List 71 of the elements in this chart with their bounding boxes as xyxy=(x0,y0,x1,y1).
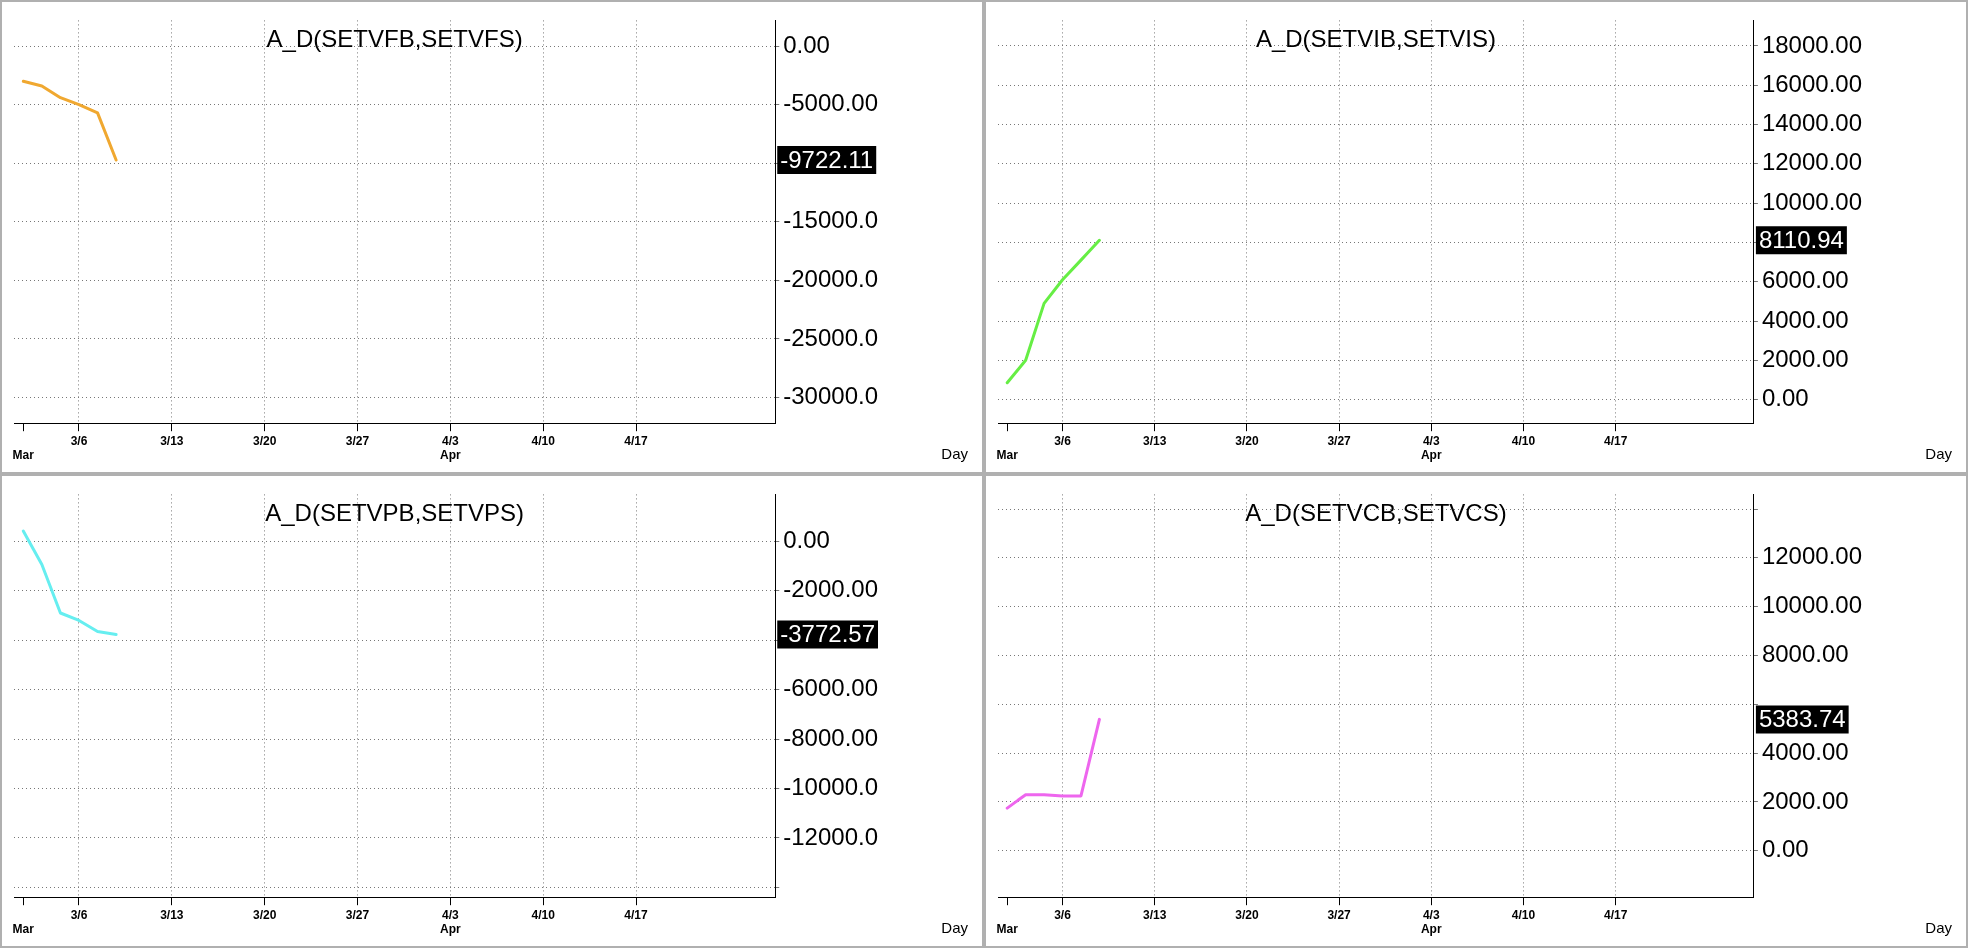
y-tick-label: 0.00 xyxy=(1761,835,1809,863)
x-tick-label: 3/6 xyxy=(1054,433,1072,448)
chart-title: A_D(SETVIB,SETVIS) xyxy=(1255,25,1496,53)
x-tick-label: 3/20 xyxy=(1235,907,1259,922)
text: -3772.57 xyxy=(780,620,875,648)
y-tick-label: 12000.00 xyxy=(1761,542,1863,570)
x-tick-label: 4/17 xyxy=(1603,907,1628,922)
y-tick-label: -8000.00 xyxy=(783,723,878,751)
x-tick-label: 4/10 xyxy=(531,907,556,922)
y-tick-label: 2000.00 xyxy=(1761,344,1849,372)
x-tick-label: Mar xyxy=(12,448,35,463)
text: 8110.94 xyxy=(1758,225,1844,253)
y-tick-label: -25000.0 xyxy=(783,323,878,351)
x-tick-label: 3/20 xyxy=(252,433,277,448)
y-tick-label: -10000.0 xyxy=(783,773,878,801)
x-tick-label: Mar xyxy=(996,922,1019,937)
y-tick-label: -2000.00 xyxy=(783,575,878,603)
y-tick-label: 0.00 xyxy=(783,30,830,58)
x-axis-title: Day xyxy=(1925,918,1953,936)
x-tick-label: 4/3 Apr xyxy=(439,907,461,937)
x-tick-label: 3/13 xyxy=(1143,907,1167,922)
x-axis-title: Day xyxy=(941,444,969,462)
y-tick-label: -5000.00 xyxy=(783,89,878,117)
y-tick-label: -20000.0 xyxy=(783,264,878,292)
y-tick-label: 0.00 xyxy=(1761,384,1809,412)
text: 5383.74 xyxy=(1758,705,1846,733)
x-tick-label: 4/3 Apr xyxy=(1420,907,1442,937)
x-tick-label: 4/17 xyxy=(1603,433,1628,448)
x-tick-label: 3/20 xyxy=(1235,433,1259,448)
y-tick-label: 2000.00 xyxy=(1761,786,1849,814)
x-tick-label: 3/6 xyxy=(1054,907,1072,922)
x-tick-label: 3/27 xyxy=(1327,907,1352,922)
x-tick-label: Mar xyxy=(996,448,1019,463)
y-tick-label: 12000.00 xyxy=(1761,148,1863,176)
x-tick-label: 3/20 xyxy=(252,907,277,922)
x-tick-label: 3/13 xyxy=(160,433,184,448)
x-tick-label: Mar xyxy=(12,922,35,937)
x-tick-label: 3/13 xyxy=(1143,433,1167,448)
x-tick-label: 3/6 xyxy=(70,433,88,448)
chart-title: A_D(SETVPB,SETVPS) xyxy=(265,499,524,527)
x-tick-label: 4/10 xyxy=(1511,433,1536,448)
y-tick-label: 4000.00 xyxy=(1761,305,1849,333)
y-tick-label: -30000.0 xyxy=(783,382,878,410)
x-tick-label: 4/3 Apr xyxy=(1420,433,1442,463)
x-axis-title: Day xyxy=(941,918,969,936)
x-tick-label: 3/6 xyxy=(70,907,88,922)
y-tick-label: 18000.00 xyxy=(1761,30,1863,58)
chart-title: A_D(SETVFB,SETVFS) xyxy=(266,25,523,53)
x-tick-label: 3/13 xyxy=(160,907,184,922)
y-tick-label: 4000.00 xyxy=(1761,737,1849,765)
y-tick-label: 10000.00 xyxy=(1761,591,1863,619)
y-tick-label: 8000.00 xyxy=(1761,640,1849,668)
x-tick-label: 4/17 xyxy=(624,907,648,922)
y-tick-label: -12000.0 xyxy=(783,822,878,850)
text: -9722.11 xyxy=(780,145,874,173)
y-tick-label: 14000.00 xyxy=(1761,109,1863,137)
x-tick-label: 4/3 Apr xyxy=(439,433,461,463)
x-tick-label: 3/27 xyxy=(1327,433,1352,448)
y-tick-label: -15000.0 xyxy=(783,206,878,234)
x-tick-label: 4/10 xyxy=(531,433,556,448)
x-tick-label: 3/27 xyxy=(345,907,370,922)
y-tick-label: 0.00 xyxy=(783,525,830,553)
y-tick-label: 6000.00 xyxy=(1761,266,1849,294)
x-axis-title: Day xyxy=(1925,444,1953,462)
y-tick-label: 10000.00 xyxy=(1761,187,1863,215)
y-tick-label: 16000.00 xyxy=(1761,69,1863,97)
x-tick-label: 4/17 xyxy=(624,433,648,448)
x-tick-label: 3/27 xyxy=(345,433,370,448)
chart-title: A_D(SETVCB,SETVCS) xyxy=(1245,499,1507,527)
x-tick-label: 4/10 xyxy=(1511,907,1536,922)
y-tick-label: -6000.00 xyxy=(783,674,878,702)
